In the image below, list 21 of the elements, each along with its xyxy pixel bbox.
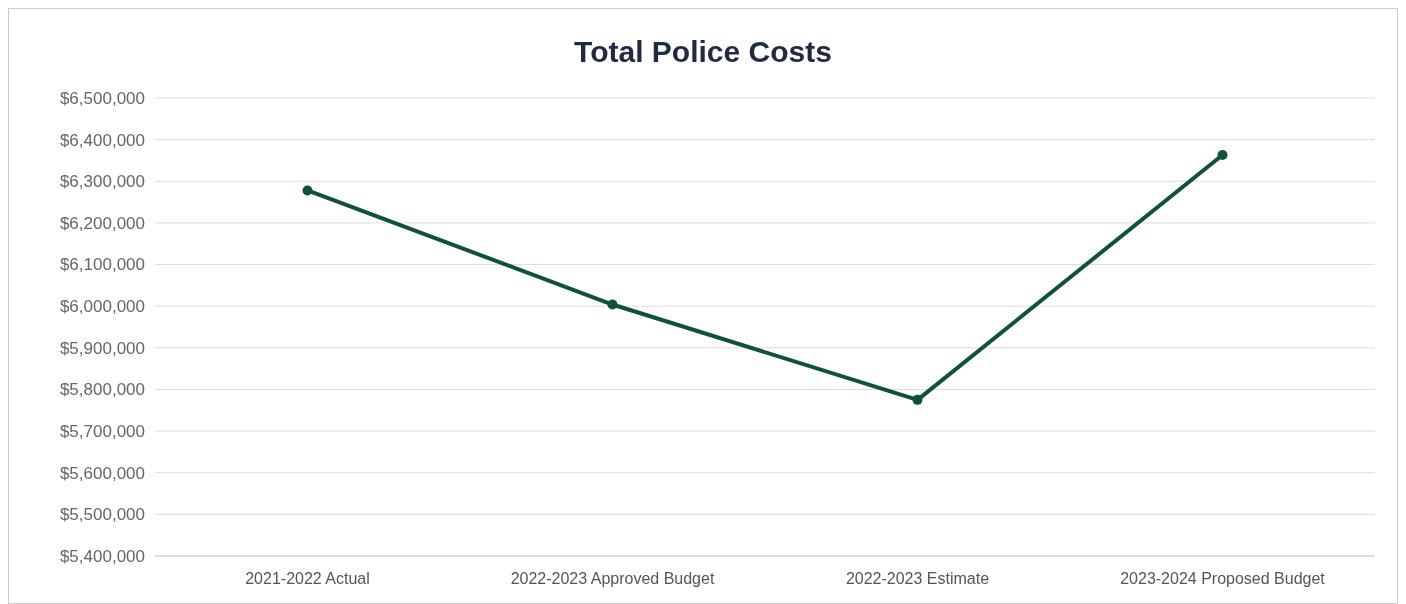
y-tick-label: $5,800,000 xyxy=(59,380,145,400)
point xyxy=(302,185,313,196)
x-tick-label: 2022-2023 Approved Budget xyxy=(510,570,715,587)
x-tick-label: 2023-2024 Proposed Budget xyxy=(1120,570,1326,587)
y-tick-label: $5,600,000 xyxy=(59,463,145,483)
y-tick-label: $6,300,000 xyxy=(59,172,145,192)
point xyxy=(912,394,923,405)
point xyxy=(607,299,618,310)
x-tick-label: 2021-2022 Actual xyxy=(245,570,370,587)
y-tick-label: $6,200,000 xyxy=(59,213,145,233)
y-tick-label: $5,700,000 xyxy=(59,422,145,442)
y-tick-label: $5,500,000 xyxy=(59,505,145,525)
point xyxy=(1217,150,1228,161)
x-tick-label: 2022-2023 Estimate xyxy=(845,570,990,587)
y-tick-label: $6,500,000 xyxy=(59,88,145,108)
y-tick-label: $6,400,000 xyxy=(59,130,145,150)
y-tick-label: $6,000,000 xyxy=(59,297,145,317)
y-tick-label: $5,400,000 xyxy=(59,546,145,566)
y-tick-label: $6,100,000 xyxy=(59,255,145,275)
y-tick-label: $5,900,000 xyxy=(59,338,145,358)
chart-title: Total Police Costs xyxy=(574,35,832,68)
